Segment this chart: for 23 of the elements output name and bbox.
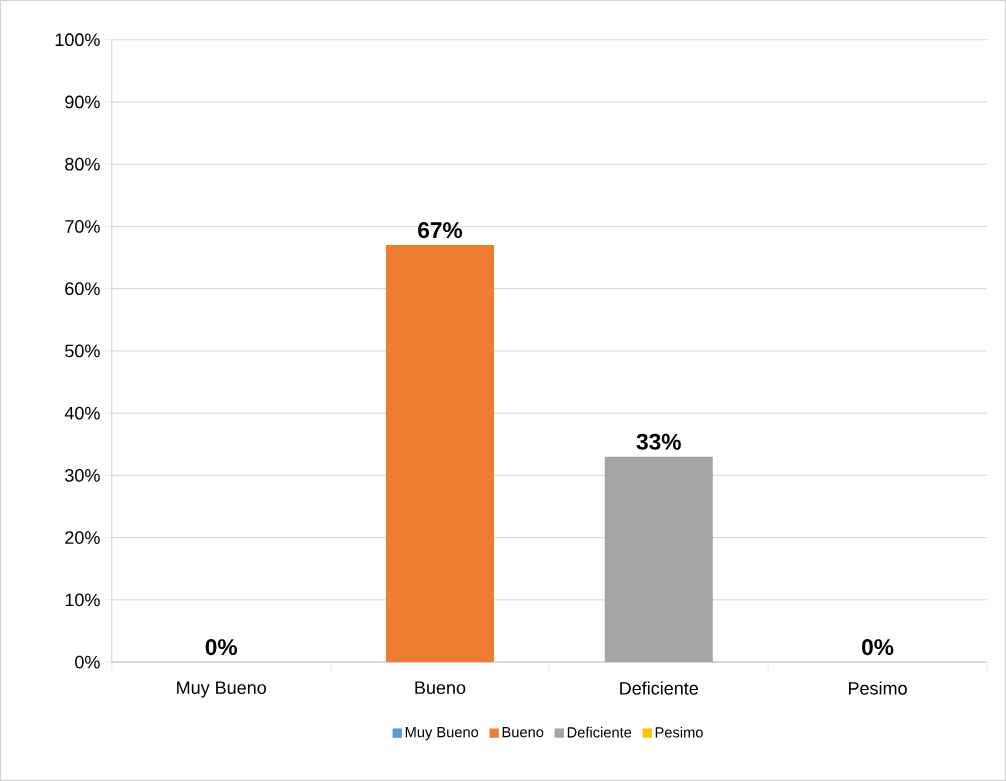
- data-label: 0%: [862, 639, 894, 656]
- x-tick-label: Bueno: [415, 681, 466, 695]
- y-tick-label: 40%: [64, 406, 100, 420]
- legend-label: Muy Bueno: [405, 727, 479, 741]
- y-tick-label: 90%: [65, 95, 100, 109]
- data-label: 33%: [636, 433, 681, 450]
- data-label: 67%: [418, 222, 463, 239]
- data-label: 0%: [205, 639, 237, 656]
- y-tick-label: 70%: [65, 220, 100, 233]
- y-tick-label: 10%: [65, 593, 100, 607]
- y-tick-label: 30%: [65, 469, 100, 482]
- x-tick-label: Muy Bueno: [177, 681, 266, 698]
- y-tick-label: 50%: [65, 344, 100, 358]
- y-tick-label: 100%: [55, 33, 100, 47]
- legend-label: Bueno: [502, 727, 544, 738]
- legend-label: Deficiente: [567, 726, 632, 738]
- y-tick-label: 60%: [65, 282, 100, 296]
- x-tick-label: Pesimo: [849, 681, 907, 695]
- legend-label: Pesimo: [655, 726, 703, 738]
- y-tick-label: 80%: [65, 157, 100, 171]
- y-tick-label: 0%: [75, 655, 100, 669]
- x-tick-label: Deficiente: [620, 681, 698, 695]
- y-tick-label: 20%: [65, 531, 100, 545]
